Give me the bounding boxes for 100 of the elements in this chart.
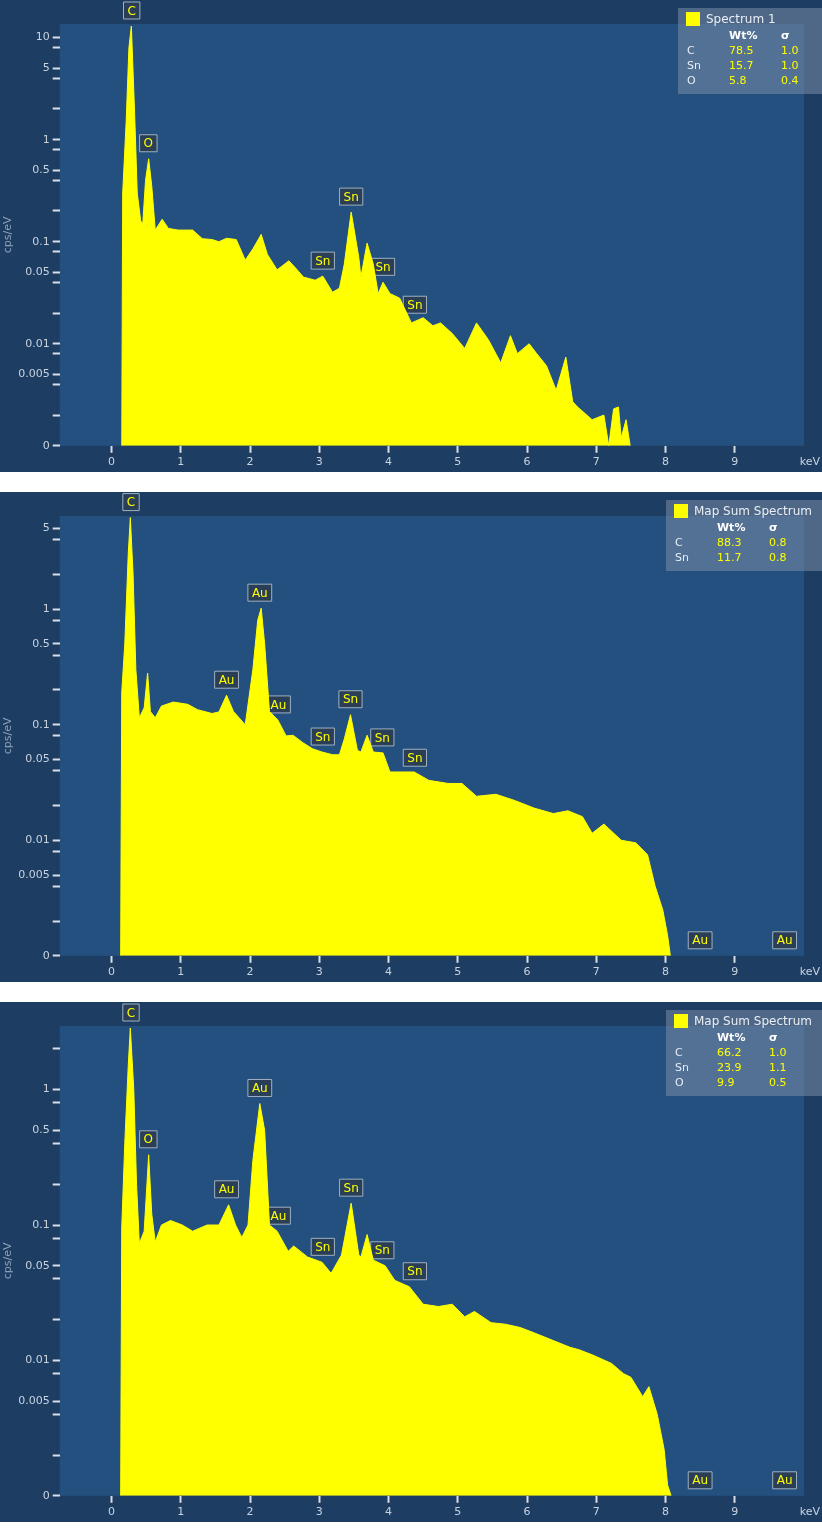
annotation: C <box>686 43 696 58</box>
y-tick-label: 0.5 <box>32 1123 50 1137</box>
y-tick-label: 1 <box>42 1082 50 1096</box>
x-tick-label: 2 <box>246 965 254 979</box>
x-tick-label: 8 <box>662 965 670 979</box>
y-tick-label: 0.5 <box>32 636 50 650</box>
annotation: Au <box>218 1182 235 1197</box>
annotation: Sn <box>686 58 702 73</box>
annotation: σ <box>768 520 779 535</box>
annotation: Sn <box>375 259 391 274</box>
y-tick-label: 0.05 <box>25 752 50 766</box>
x-tick-label: 0 <box>108 965 116 979</box>
x-tick-label: 5 <box>454 965 462 979</box>
annotation: Sn <box>674 550 690 565</box>
x-axis-title: keV <box>799 965 821 979</box>
annotation: 0.8 <box>768 535 788 550</box>
annotation: σ <box>768 1030 779 1045</box>
annotation: Sn <box>315 253 331 268</box>
annotation: O <box>686 73 697 88</box>
annotation: Au <box>270 697 287 712</box>
annotation: 0.5 <box>768 1075 788 1090</box>
x-tick-label: 7 <box>592 455 600 469</box>
annotation: 9.9 <box>716 1075 736 1090</box>
annotation: 1.0 <box>780 43 800 58</box>
y-tick-label: 1 <box>42 602 50 616</box>
annotation: 0.4 <box>780 73 800 88</box>
x-tick-label: 4 <box>385 455 393 469</box>
x-tick-label: 5 <box>454 1505 462 1519</box>
y-tick-label: 0.1 <box>32 717 50 731</box>
y-tick-label: 0.005 <box>18 1394 50 1408</box>
annotation: Wt% <box>716 1030 747 1045</box>
annotation: O <box>143 1132 154 1147</box>
x-tick-label: 9 <box>731 965 739 979</box>
x-tick-label: 1 <box>177 965 185 979</box>
annotation: 78.5 <box>728 43 755 58</box>
annotation: C <box>126 1005 136 1020</box>
annotation: Au <box>251 1081 268 1096</box>
annotation: Sn <box>374 1243 390 1258</box>
x-tick-label: 8 <box>662 1505 670 1519</box>
x-tick-label: 2 <box>246 1505 254 1519</box>
legend-label: Map Sum Spectrum <box>693 1014 812 1028</box>
annotation: 15.7 <box>728 58 755 73</box>
annotation: C <box>126 495 136 510</box>
y-tick-label: 0.05 <box>25 1258 50 1272</box>
annotation: Au <box>692 1473 709 1488</box>
y-tick-label: 5 <box>42 61 50 75</box>
annotation: Au <box>251 585 268 600</box>
annotation: Sn <box>407 750 423 765</box>
x-tick-label: 3 <box>315 1505 323 1519</box>
y-tick-label: 0.1 <box>32 234 50 248</box>
x-tick-label: 3 <box>315 965 323 979</box>
y-tick-label: 10 <box>35 30 50 44</box>
y-tick-label: 5 <box>42 521 50 535</box>
y-tick-label: 0.01 <box>25 833 50 847</box>
annotation: σ <box>780 28 791 43</box>
x-tick-label: 3 <box>315 455 323 469</box>
annotation: Au <box>692 933 709 948</box>
annotation: C <box>127 3 136 18</box>
annotation: Au <box>776 1473 793 1488</box>
y-tick-label: 0 <box>42 1488 50 1502</box>
annotation: Au <box>776 933 793 948</box>
annotation: Sn <box>674 1060 690 1075</box>
x-tick-label: 0 <box>108 455 116 469</box>
x-tick-label: 7 <box>592 965 600 979</box>
annotation: Sn <box>374 730 390 745</box>
annotation: 1.0 <box>768 1045 788 1060</box>
y-tick-label: 0.005 <box>18 867 50 881</box>
x-tick-label: 9 <box>731 1505 739 1519</box>
legend-label: Spectrum 1 <box>706 12 776 26</box>
annotation: Sn <box>342 692 359 707</box>
annotation: C <box>674 535 684 550</box>
annotation: 1.1 <box>768 1060 788 1075</box>
x-tick-label: 0 <box>108 1505 116 1519</box>
annotation: Sn <box>343 1180 359 1195</box>
y-tick-label: 0.1 <box>32 1217 50 1231</box>
x-tick-label: 6 <box>523 965 531 979</box>
legend-label: Map Sum Spectrum <box>693 504 812 518</box>
annotation: 0.8 <box>768 550 788 565</box>
y-tick-label: 0.01 <box>25 1353 50 1367</box>
annotation: Au <box>218 672 235 687</box>
annotation: 5.8 <box>728 73 748 88</box>
x-tick-label: 8 <box>662 455 670 469</box>
x-tick-label: 7 <box>592 1505 600 1519</box>
y-axis-title: cps/eV <box>1 216 15 254</box>
y-tick-label: 0.005 <box>18 367 50 381</box>
annotation: Sn <box>407 297 423 312</box>
y-tick-label: 0.01 <box>25 336 50 350</box>
annotation: 1.0 <box>780 58 800 73</box>
annotation: Au <box>270 1208 287 1223</box>
annotation: C <box>674 1045 684 1060</box>
y-tick-label: 1 <box>42 132 50 146</box>
x-tick-label: 4 <box>385 965 393 979</box>
x-tick-label: 4 <box>385 1505 393 1519</box>
y-axis-title: cps/eV <box>1 1242 15 1280</box>
annotation: 23.9 <box>716 1060 743 1075</box>
x-tick-label: 6 <box>523 455 531 469</box>
annotation: Wt% <box>716 520 747 535</box>
annotation: Sn <box>343 189 359 204</box>
annotation: 66.2 <box>716 1045 743 1060</box>
x-tick-label: 2 <box>246 455 254 469</box>
